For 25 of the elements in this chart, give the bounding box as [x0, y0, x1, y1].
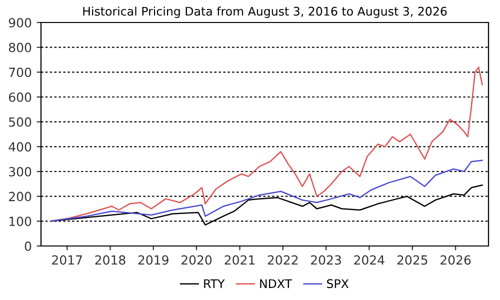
y-tick-label: 100: [9, 216, 32, 226]
x-tick-label: 2018: [95, 255, 126, 265]
x-tick-label: 2026: [440, 255, 471, 265]
y-tick-label: 600: [8, 92, 32, 102]
x-tick-label: 2017: [52, 255, 82, 265]
chart-title: Historical Pricing Data from August 3, 2016 to August 3, 2026: [83, 6, 447, 18]
legend-label: RTY: [204, 279, 225, 288]
y-tick-label: 200: [9, 192, 32, 202]
y-tick-label: 0: [24, 241, 32, 251]
x-tick-label: 2019: [138, 255, 168, 265]
x-tick-label: 2021: [224, 255, 255, 265]
y-tick-label: 400: [8, 142, 32, 152]
y-tick-label: 700: [9, 68, 32, 78]
y-tick-label: 300: [9, 166, 32, 176]
y-tick-label: 500: [9, 117, 32, 127]
y-tick-label: 900: [8, 18, 32, 28]
legend-label: NDXT: [260, 279, 292, 288]
x-tick-label: 2024: [354, 255, 384, 265]
x-tick-label: 2025: [397, 255, 428, 265]
line-series: [50, 160, 483, 222]
x-tick-label: 2022: [268, 255, 298, 265]
x-tick-label: 2020: [182, 255, 212, 265]
x-tick-label: 2023: [311, 255, 341, 265]
y-tick-label: 800: [8, 42, 32, 52]
legend-label: SPX: [327, 279, 349, 288]
